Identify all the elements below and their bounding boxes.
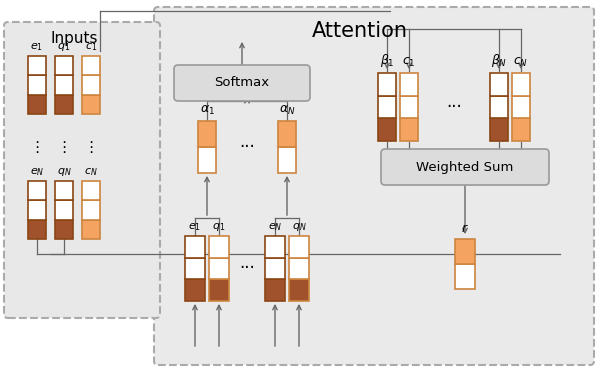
Text: ⋮: ⋮ (56, 140, 71, 155)
FancyBboxPatch shape (4, 22, 160, 318)
Bar (289, 279, 309, 301)
Bar (265, 236, 285, 258)
FancyBboxPatch shape (381, 149, 549, 185)
Text: Attention: Attention (312, 21, 408, 41)
Bar (55, 200, 73, 220)
Bar (209, 258, 229, 279)
Bar (82, 95, 100, 114)
Bar (28, 95, 46, 114)
Text: $\beta_1$: $\beta_1$ (380, 52, 394, 69)
Bar (378, 73, 396, 96)
Bar (400, 73, 418, 96)
Text: $c_N$: $c_N$ (84, 166, 98, 178)
Bar (185, 236, 205, 258)
Text: ⋮: ⋮ (83, 140, 98, 155)
Bar (209, 236, 229, 258)
Bar (82, 200, 100, 220)
Bar (28, 220, 46, 239)
Text: ···: ··· (446, 98, 462, 116)
Text: $q_1$: $q_1$ (58, 41, 71, 53)
Bar (512, 118, 530, 141)
Bar (82, 75, 100, 95)
Text: $q_N$: $q_N$ (292, 221, 307, 233)
Bar (28, 200, 46, 220)
Bar (265, 279, 285, 301)
Bar (55, 220, 73, 239)
Bar (400, 118, 418, 141)
Text: $c_N$: $c_N$ (514, 56, 529, 69)
Bar (82, 181, 100, 200)
Text: $q_N$: $q_N$ (56, 166, 71, 178)
Bar (490, 118, 508, 141)
Bar (28, 181, 46, 200)
Bar (55, 56, 73, 75)
FancyBboxPatch shape (154, 7, 594, 365)
Bar (265, 258, 285, 279)
Text: $e_N$: $e_N$ (268, 221, 282, 233)
Bar (198, 121, 216, 147)
Bar (289, 258, 309, 279)
Bar (512, 73, 530, 96)
Bar (55, 95, 73, 114)
Bar (378, 118, 396, 141)
Bar (400, 96, 418, 118)
Text: $r$: $r$ (461, 222, 469, 235)
Bar (185, 279, 205, 301)
Bar (378, 96, 396, 118)
Bar (209, 279, 229, 301)
Bar (455, 264, 475, 289)
Text: Softmax: Softmax (214, 76, 269, 90)
Text: $c_1$: $c_1$ (85, 41, 97, 53)
Bar (55, 75, 73, 95)
Text: ···: ··· (239, 138, 255, 156)
FancyBboxPatch shape (174, 65, 310, 101)
Bar (490, 73, 508, 96)
Bar (28, 56, 46, 75)
Bar (278, 121, 296, 147)
Text: ⋮: ⋮ (29, 140, 44, 155)
Bar (289, 236, 309, 258)
Text: $c_1$: $c_1$ (402, 56, 416, 69)
Bar (28, 75, 46, 95)
Text: ···: ··· (239, 259, 255, 277)
Bar (490, 96, 508, 118)
Bar (55, 181, 73, 200)
Bar (455, 239, 475, 264)
Bar (278, 147, 296, 173)
Bar (82, 220, 100, 239)
Text: $\alpha_N$: $\alpha_N$ (279, 104, 295, 117)
Text: $\beta_N$: $\beta_N$ (491, 52, 507, 69)
Text: $\alpha_1$: $\alpha_1$ (200, 104, 214, 117)
Bar (82, 56, 100, 75)
Text: $e_N$: $e_N$ (30, 166, 44, 178)
Text: Inputs: Inputs (50, 31, 97, 46)
Text: $q_1$: $q_1$ (212, 221, 226, 233)
Text: $e_1$: $e_1$ (188, 221, 202, 233)
Bar (185, 258, 205, 279)
Text: Weighted Sum: Weighted Sum (416, 161, 514, 173)
Text: $e_1$: $e_1$ (31, 41, 44, 53)
Bar (512, 96, 530, 118)
Bar (198, 147, 216, 173)
